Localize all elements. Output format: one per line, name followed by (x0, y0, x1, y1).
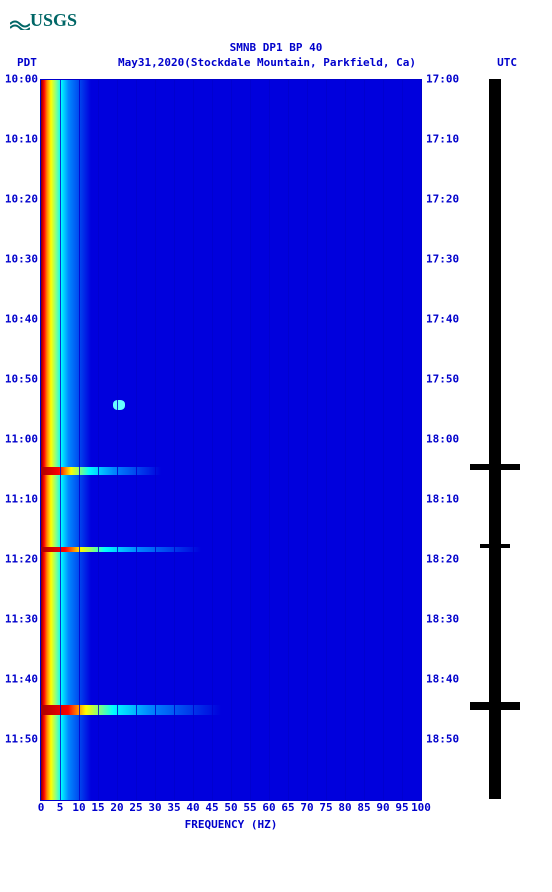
low-frequency-energy-band (41, 80, 91, 800)
grid-line (136, 80, 137, 800)
y-tick-right: 17:10 (426, 133, 459, 146)
x-axis-frequency: 0510152025303540455055606570758085909510… (41, 801, 421, 816)
logo-text: USGS (30, 10, 77, 30)
y-tick-left: 11:30 (5, 613, 38, 626)
x-tick: 20 (110, 801, 123, 814)
y-tick-left: 10:00 (5, 73, 38, 86)
seismic-event (41, 467, 161, 475)
y-tick-left: 10:10 (5, 133, 38, 146)
y-tick-right: 18:10 (426, 493, 459, 506)
x-tick: 45 (205, 801, 218, 814)
y-tick-right: 18:20 (426, 553, 459, 566)
y-tick-right: 18:30 (426, 613, 459, 626)
x-tick: 40 (186, 801, 199, 814)
x-tick: 95 (395, 801, 408, 814)
waveform-spike (470, 464, 520, 470)
spectrogram-plot (40, 79, 422, 801)
y-tick-right: 17:20 (426, 193, 459, 206)
grid-line (117, 80, 118, 800)
x-tick: 25 (129, 801, 142, 814)
x-tick: 10 (72, 801, 85, 814)
y-tick-left: 11:40 (5, 673, 38, 686)
grid-line (79, 80, 80, 800)
grid-line (212, 80, 213, 800)
waveform-trace (470, 79, 520, 799)
waveform-spike (470, 702, 520, 710)
y-tick-right: 17:30 (426, 253, 459, 266)
x-tick: 70 (300, 801, 313, 814)
x-tick: 100 (411, 801, 431, 814)
y-axis-right-utc: 17:0017:1017:2017:3017:4017:5018:0018:10… (422, 79, 462, 801)
right-timezone: UTC (497, 56, 517, 69)
y-axis-left-pdt: 10:0010:1010:2010:3010:4010:5011:0011:10… (5, 79, 40, 801)
y-tick-left: 10:50 (5, 373, 38, 386)
grid-line (326, 80, 327, 800)
y-tick-right: 17:00 (426, 73, 459, 86)
x-axis-label: FREQUENCY (HZ) (41, 818, 421, 831)
y-tick-left: 10:40 (5, 313, 38, 326)
y-tick-right: 17:50 (426, 373, 459, 386)
grid-line (364, 80, 365, 800)
y-tick-right: 18:00 (426, 433, 459, 446)
spectral-blob (113, 400, 125, 410)
grid-line (269, 80, 270, 800)
date-location: May31,2020(Stockdale Mountain, Parkfield… (118, 56, 416, 69)
chart-container: 10:0010:1010:2010:3010:4010:5011:0011:10… (5, 79, 547, 801)
grid-line (402, 80, 403, 800)
y-tick-left: 11:20 (5, 553, 38, 566)
x-tick: 0 (38, 801, 45, 814)
y-tick-right: 18:40 (426, 673, 459, 686)
usgs-logo: USGS (10, 10, 547, 31)
grid-line (307, 80, 308, 800)
y-tick-left: 11:50 (5, 733, 38, 746)
y-tick-left: 10:20 (5, 193, 38, 206)
grid-line (60, 80, 61, 800)
y-tick-left: 11:00 (5, 433, 38, 446)
x-tick: 50 (224, 801, 237, 814)
grid-line (155, 80, 156, 800)
x-tick: 60 (262, 801, 275, 814)
grid-line (193, 80, 194, 800)
grid-line (288, 80, 289, 800)
y-tick-right: 18:50 (426, 733, 459, 746)
grid-line (383, 80, 384, 800)
waveform-baseline (491, 79, 499, 799)
left-timezone: PDT (17, 56, 37, 69)
x-tick: 90 (376, 801, 389, 814)
x-tick: 55 (243, 801, 256, 814)
x-tick: 35 (167, 801, 180, 814)
grid-line (231, 80, 232, 800)
waveform-spike (480, 544, 510, 548)
y-tick-left: 10:30 (5, 253, 38, 266)
station-title: SMNB DP1 BP 40 (5, 41, 547, 54)
chart-title-area: SMNB DP1 BP 40 PDT May31,2020(Stockdale … (5, 41, 547, 69)
x-tick: 30 (148, 801, 161, 814)
x-tick: 65 (281, 801, 294, 814)
seismic-event (41, 705, 221, 715)
x-tick: 85 (357, 801, 370, 814)
grid-line (174, 80, 175, 800)
grid-line (345, 80, 346, 800)
grid-line (98, 80, 99, 800)
y-tick-left: 11:10 (5, 493, 38, 506)
x-tick: 15 (91, 801, 104, 814)
x-tick: 5 (57, 801, 64, 814)
seismic-event (41, 547, 201, 552)
x-tick: 80 (338, 801, 351, 814)
grid-line (250, 80, 251, 800)
y-tick-right: 17:40 (426, 313, 459, 326)
x-tick: 75 (319, 801, 332, 814)
